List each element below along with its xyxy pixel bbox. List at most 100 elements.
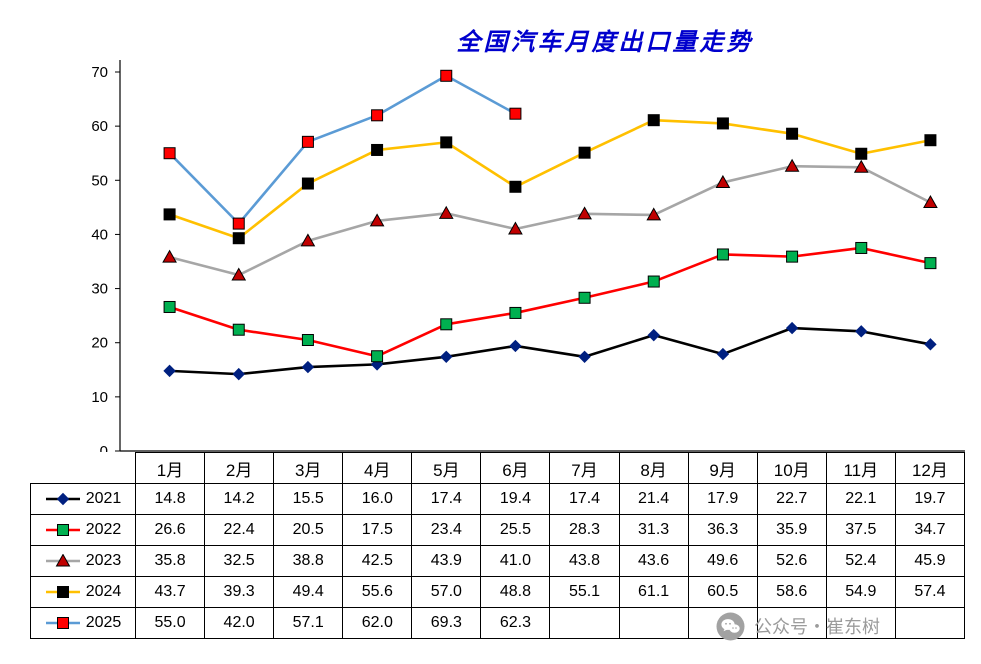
value-cell: 17.4 [549,483,620,515]
value-cell: 34.7 [894,514,966,546]
series-name: 2023 [85,552,122,569]
value-cell: 52.4 [825,545,896,577]
data-table: 1月 2月 3月 4月 5月 6月 7月 8月 9月 10月 11月 12月 2021 14.8 14.2 1… [30,452,966,639]
value-cell: 23.4 [411,514,482,546]
legend-marker-2023 [45,554,80,567]
month-header-cell: 8月 [618,452,689,484]
value-cell: 36.3 [687,514,758,546]
value-cell: 39.3 [204,576,275,608]
wechat-icon [716,612,745,640]
value-cell: 17.9 [687,483,758,515]
value-cell: 19.4 [480,483,551,515]
value-cell [825,607,896,639]
month-header-row: 1月 2月 3月 4月 5月 6月 7月 8月 9月 10月 11月 12月 [30,452,966,484]
legend-marker-2025 [45,617,80,629]
value-cell: 48.8 [480,576,551,608]
svg-text:60: 60 [91,118,108,135]
month-header-cell: 2月 [204,452,275,484]
value-cell: 14.2 [204,483,275,515]
value-cell: 42.5 [342,545,413,577]
month-header-cell: 5月 [411,452,482,484]
series-legend-cell: 2024 [30,576,136,608]
value-cell: 42.0 [204,607,275,639]
month-header-cell: 9月 [687,452,758,484]
month-header-cell: 10月 [756,452,827,484]
value-cell: 19.7 [894,483,966,515]
value-cell: 62.3 [480,607,551,639]
value-cell: 55.0 [134,607,206,639]
value-cell: 22.4 [204,514,275,546]
value-cell: 41.0 [480,545,551,577]
value-cell: 57.4 [894,576,966,608]
value-cell: 57.0 [411,576,482,608]
value-cell: 52.6 [756,545,827,577]
month-header-cell: 7月 [549,452,620,484]
value-cell: 35.9 [756,514,827,546]
value-cell: 28.3 [549,514,620,546]
series-legend-cell: 2023 [30,545,136,577]
chart-title: 全国汽车月度出口量走势 [456,29,754,56]
svg-text:40: 40 [91,226,108,243]
series-name: 2021 [85,490,122,507]
series-name: 2024 [85,583,122,600]
value-cell: 49.6 [687,545,758,577]
series-legend-cell: 2025 [30,607,136,639]
series-legend-cell: 2021 [30,483,136,515]
svg-text:50: 50 [91,172,108,189]
legend-marker-2022 [45,524,80,536]
series-name: 2025 [85,614,122,631]
value-cell: 31.3 [618,514,689,546]
value-cell: 38.8 [273,545,344,577]
value-cell: 17.5 [342,514,413,546]
svg-text:20: 20 [91,335,108,352]
table-row-2025: 2025 55.0 42.0 57.1 62.0 69.3 62.3 [30,607,966,639]
value-cell: 55.1 [549,576,620,608]
value-cell: 26.6 [134,514,206,546]
value-cell: 69.3 [411,607,482,639]
table-corner-cell [30,452,136,484]
value-cell: 14.8 [134,483,206,515]
legend-marker-2021 [45,492,80,506]
value-cell: 61.1 [618,576,689,608]
value-cell [894,607,966,639]
value-cell: 17.4 [411,483,482,515]
month-header-cell: 11月 [825,452,896,484]
value-cell: 60.5 [687,576,758,608]
table-row-2022: 2022 26.6 22.4 20.5 17.5 23.4 25.5 28.3 31.3 36.3… [30,514,966,546]
value-cell: 54.9 [825,576,896,608]
value-cell: 43.7 [134,576,206,608]
value-cell: 43.8 [549,545,620,577]
value-cell: 20.5 [273,514,344,546]
svg-text:0: 0 [100,443,108,452]
svg-text:70: 70 [91,64,108,81]
month-header-cell: 4月 [342,452,413,484]
value-cell: 62.0 [342,607,413,639]
series-legend-cell: 2022 [30,514,136,546]
line-chart: 0 10 20 30 40 50 60 70 [91,60,965,452]
svg-text:30: 30 [91,281,108,298]
month-header-cell: 3月 [273,452,344,484]
value-cell: 58.6 [756,576,827,608]
series-name: 2022 [85,521,122,538]
watermark-text: 公众号・崔东树 [754,617,880,637]
watermark: 公众号・崔东树 [716,610,880,642]
value-cell: 21.4 [618,483,689,515]
value-cell: 45.9 [894,545,966,577]
month-header-cell: 12月 [894,452,966,484]
value-cell [618,607,689,639]
value-cell: 57.1 [273,607,344,639]
value-cell: 22.7 [756,483,827,515]
value-cell: 35.8 [134,545,206,577]
value-cell: 49.4 [273,576,344,608]
value-cell: 43.9 [411,545,482,577]
value-cell: 25.5 [480,514,551,546]
table-row-2021: 2021 14.8 14.2 15.5 16.0 17.4 19.4 17.4 21.4 17.9… [30,483,966,515]
value-cell: 55.6 [342,576,413,608]
value-cell: 22.1 [825,483,896,515]
value-cell: 43.6 [618,545,689,577]
month-header-cell: 6月 [480,452,551,484]
table-row-2024: 2024 43.7 39.3 49.4 55.6 57.0 48.8 55.1 61.1 60.5… [30,576,966,608]
value-cell: 16.0 [342,483,413,515]
value-cell: 15.5 [273,483,344,515]
value-cell [549,607,620,639]
